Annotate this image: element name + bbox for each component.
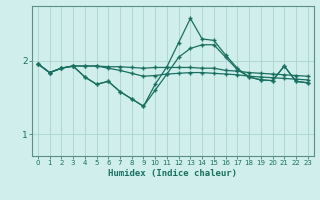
X-axis label: Humidex (Indice chaleur): Humidex (Indice chaleur) xyxy=(108,169,237,178)
